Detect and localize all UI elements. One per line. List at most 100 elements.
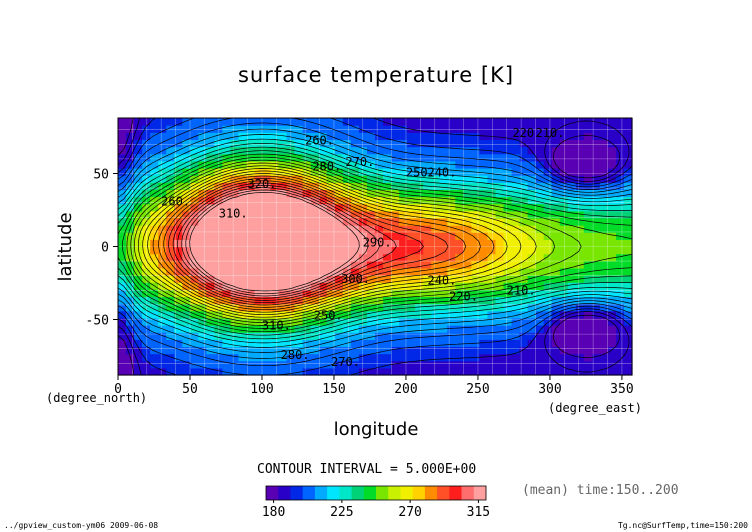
contour-label: 260.	[161, 195, 190, 209]
field-cell	[495, 217, 505, 226]
field-cell	[158, 317, 167, 326]
field-cell	[503, 139, 513, 148]
field-cell	[222, 289, 232, 298]
field-cell	[599, 239, 609, 248]
field-cell	[126, 125, 135, 133]
field-cell	[623, 353, 633, 362]
field-cell	[423, 139, 432, 148]
field-cell	[487, 189, 497, 198]
field-cell	[511, 182, 521, 190]
field-cell	[607, 296, 617, 305]
field-cell	[511, 217, 521, 226]
field-cell	[559, 189, 569, 198]
field-cell	[318, 153, 328, 162]
field-cell	[246, 203, 256, 212]
contour-label: 250.	[406, 165, 435, 179]
field-cell	[278, 246, 288, 255]
field-cell	[142, 303, 151, 312]
field-cell	[166, 225, 175, 233]
field-cell	[519, 267, 529, 276]
field-cell	[230, 182, 240, 190]
field-cell	[126, 332, 135, 340]
field-cell	[407, 175, 416, 183]
field-cell	[511, 325, 521, 333]
field-cell	[599, 339, 609, 348]
field-cell	[326, 339, 336, 348]
field-cell	[495, 275, 505, 283]
field-cell	[134, 189, 143, 198]
field-cell	[423, 260, 432, 269]
field-cell	[567, 125, 577, 133]
contour-line	[134, 162, 556, 321]
field-cell	[559, 325, 569, 333]
contour-label: 260.	[305, 133, 334, 147]
field-cell	[286, 210, 296, 219]
field-cell	[415, 339, 424, 348]
field-cell	[503, 160, 513, 169]
field-cell	[439, 275, 448, 283]
field-cell	[583, 296, 593, 305]
field-cell	[118, 303, 127, 312]
field-cell	[375, 325, 384, 333]
colorbar-swatch	[388, 486, 401, 500]
field-cell	[519, 317, 529, 326]
field-cell	[463, 225, 472, 233]
field-cell	[142, 360, 151, 369]
field-cell	[503, 339, 513, 348]
field-cell	[479, 317, 489, 326]
field-cell	[318, 317, 328, 326]
field-cell	[399, 239, 408, 248]
field-cell	[326, 367, 336, 376]
contour-line	[121, 153, 633, 329]
field-cell	[150, 160, 159, 169]
field-cell	[326, 310, 336, 319]
colorbar-tick-label: 270	[398, 505, 421, 520]
field-cell	[182, 225, 191, 233]
field-cell	[575, 346, 585, 355]
field-cell	[607, 210, 617, 219]
field-cell	[455, 260, 464, 269]
field-cell	[623, 160, 633, 169]
field-cell	[366, 367, 376, 376]
field-cell	[198, 367, 207, 376]
field-cell	[583, 253, 593, 262]
field-cell	[166, 360, 175, 369]
field-cell	[238, 289, 248, 298]
field-cell	[527, 225, 537, 233]
field-cell	[230, 360, 240, 369]
field-cell	[447, 196, 456, 205]
contour-label: 280.	[281, 348, 310, 362]
field-cell	[286, 360, 296, 369]
field-cell	[431, 175, 440, 183]
field-cell	[543, 282, 553, 290]
field-cell	[222, 339, 232, 348]
field-cell	[495, 360, 505, 369]
field-cell	[350, 246, 360, 255]
field-cell	[599, 210, 609, 219]
field-cell	[326, 203, 336, 212]
field-cell	[471, 153, 481, 162]
field-cell	[278, 175, 288, 183]
field-cell	[463, 139, 472, 148]
field-cell	[238, 332, 248, 340]
field-cell	[495, 175, 505, 183]
field-cell	[310, 167, 320, 176]
field-cell	[455, 146, 464, 155]
field-cell	[471, 332, 481, 340]
field-cell	[543, 118, 553, 126]
field-cell	[607, 246, 617, 255]
field-cell	[415, 182, 424, 190]
field-cell	[358, 132, 368, 141]
field-cell	[150, 139, 159, 148]
field-cell	[366, 289, 376, 298]
field-cell	[134, 339, 143, 348]
field-cell	[166, 282, 175, 290]
field-cell	[366, 296, 376, 305]
field-cell	[214, 253, 224, 262]
field-cell	[118, 146, 127, 155]
field-cell	[487, 325, 497, 333]
field-cell	[126, 232, 135, 240]
field-cell	[439, 196, 448, 205]
field-cell	[318, 332, 328, 340]
field-cell	[591, 160, 601, 169]
